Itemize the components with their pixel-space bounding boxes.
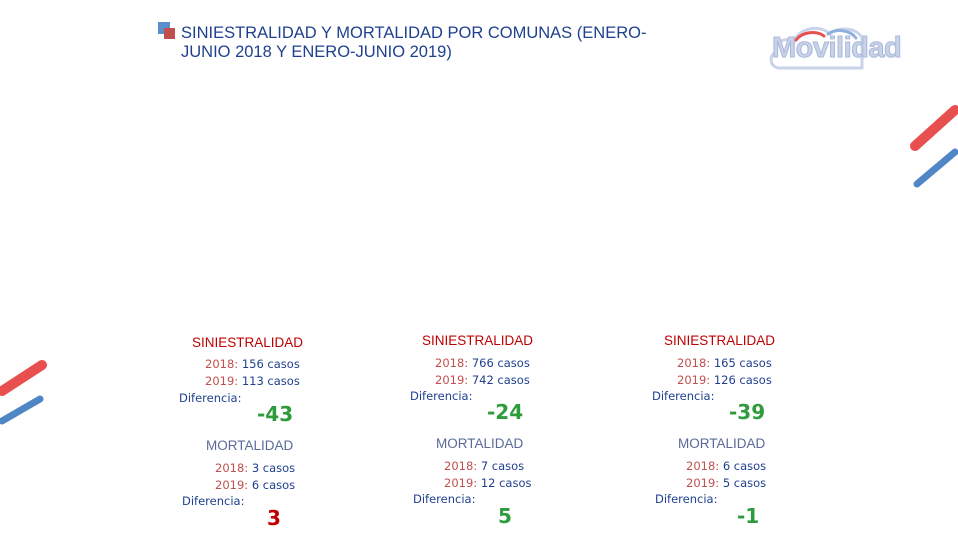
cloud-logo-icon [769, 26, 864, 70]
siniestralidad-label-1: SINIESTRALIDAD [192, 335, 304, 350]
siniestralidad-diff-label-3: Diferencia: [652, 389, 715, 403]
mortalidad-values-3: 2018: 6 casos 2019: 5 casos [686, 459, 767, 490]
siniestralidad-label-2: SINIESTRALIDAD [422, 333, 534, 348]
siniestralidad-label-3: SINIESTRALIDAD [664, 333, 776, 348]
siniestralidad-diff-value-3: -39 [729, 400, 766, 424]
page-title: SINIESTRALIDAD Y MORTALIDAD POR COMUNAS … [181, 24, 647, 61]
title-marker-icon [158, 22, 176, 40]
mortalidad-diff-label-3: Diferencia: [655, 492, 718, 506]
siniestralidad-values-1: 2018: 156 casos 2019: 113 casos [205, 357, 300, 388]
siniestralidad-diff-label-1: Diferencia: [179, 391, 242, 405]
mortalidad-label-2: MORTALIDAD [436, 436, 524, 451]
mortalidad-diff-label-2: Diferencia: [413, 492, 476, 506]
siniestralidad-values-3: 2018: 165 casos 2019: 126 casos [677, 356, 772, 387]
mortalidad-label-1: MORTALIDAD [206, 438, 294, 453]
logo-text: Movilidad [771, 32, 902, 65]
stripes-right-icon [910, 105, 958, 188]
mortalidad-diff-label-1: Diferencia: [182, 494, 245, 508]
mortalidad-diff-value-1: 3 [267, 506, 281, 530]
siniestralidad-values-2: 2018: 766 casos 2019: 742 casos [435, 356, 530, 387]
siniestralidad-diff-value-1: -43 [257, 402, 294, 426]
mortalidad-values-1: 2018: 3 casos 2019: 6 casos [215, 461, 296, 492]
mortalidad-label-3: MORTALIDAD [678, 436, 766, 451]
movilidad-logo: Movilidad [766, 20, 926, 76]
mortalidad-diff-value-3: -1 [737, 504, 760, 528]
stripes-left-icon [0, 360, 47, 425]
mortalidad-diff-value-2: 5 [498, 504, 512, 528]
siniestralidad-diff-value-2: -24 [487, 400, 524, 424]
mortalidad-values-2: 2018: 7 casos 2019: 12 casos [444, 459, 532, 490]
siniestralidad-diff-label-2: Diferencia: [410, 389, 473, 403]
